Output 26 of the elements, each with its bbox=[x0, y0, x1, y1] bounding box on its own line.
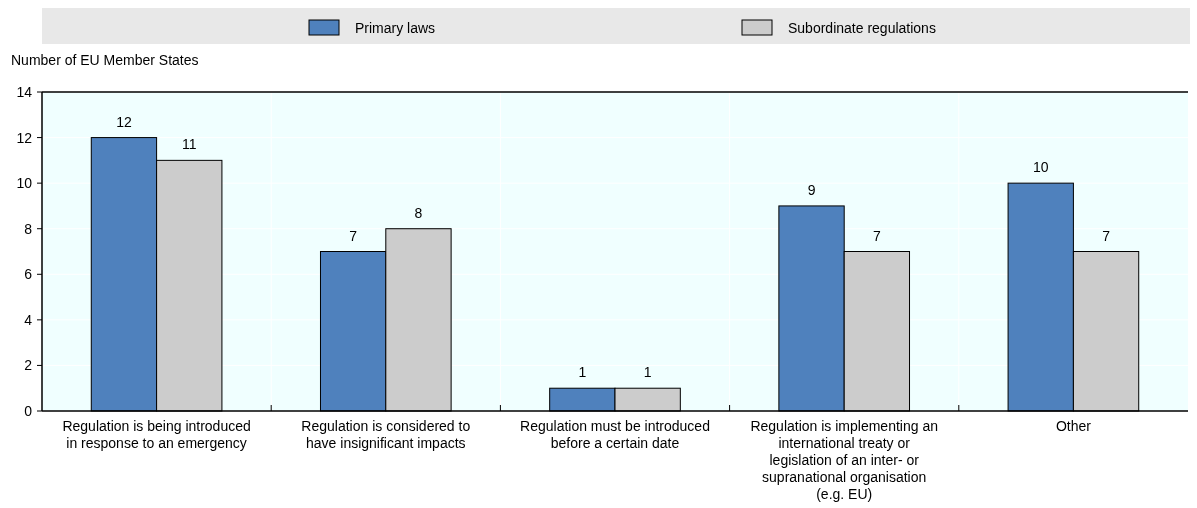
x-tick-label: Regulation is implementing an international treaty or legislation of an inter- or supranational organisation (e.g. EU) bbox=[750, 418, 938, 502]
x-tick-label: Regulation must be introduced before a certain date bbox=[520, 418, 710, 451]
x-tick-label: Regulation is being introduced in response to an emergency bbox=[62, 418, 251, 451]
y-tick-label: 14 bbox=[16, 84, 33, 100]
data-label: 1 bbox=[643, 364, 652, 381]
y-tick-label: 8 bbox=[24, 220, 33, 237]
data-label: 9 bbox=[807, 181, 816, 198]
y-tick-label: 4 bbox=[24, 311, 33, 328]
data-label: 7 bbox=[1102, 227, 1111, 244]
data-label: 1 bbox=[578, 364, 587, 381]
x-tick-label: Regulation is considered to have insignificant impacts bbox=[301, 418, 471, 451]
data-label: 7 bbox=[349, 227, 358, 244]
data-label: 12 bbox=[116, 113, 132, 130]
data-label: 10 bbox=[1032, 159, 1049, 176]
legend-label: Primary laws bbox=[355, 20, 436, 36]
y-tick-label: 0 bbox=[24, 403, 33, 419]
y-axis-title: Number of EU Member States bbox=[11, 52, 199, 68]
y-tick-label: 10 bbox=[16, 175, 33, 192]
data-label: 8 bbox=[414, 204, 423, 221]
legend-label: Subordinate regulations bbox=[788, 20, 936, 36]
y-tick-label: 6 bbox=[24, 266, 33, 283]
y-tick-label: 2 bbox=[24, 357, 33, 374]
y-tick-label: 12 bbox=[16, 129, 33, 146]
x-tick-label: Other bbox=[1055, 418, 1092, 434]
data-label: 11 bbox=[181, 136, 197, 153]
data-label: 7 bbox=[872, 227, 881, 244]
